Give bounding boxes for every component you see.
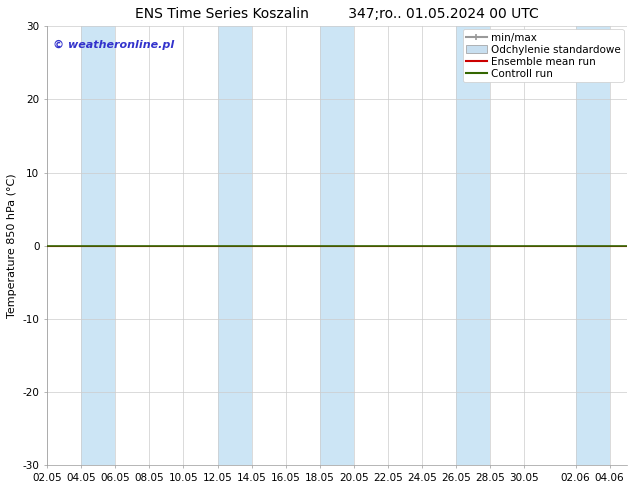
- Legend: min/max, Odchylenie standardowe, Ensemble mean run, Controll run: min/max, Odchylenie standardowe, Ensembl…: [463, 29, 624, 82]
- Text: © weatheronline.pl: © weatheronline.pl: [53, 40, 174, 49]
- Bar: [456, 26, 490, 465]
- Bar: [81, 26, 115, 465]
- Bar: [576, 26, 610, 465]
- Bar: [320, 26, 354, 465]
- Title: ENS Time Series Koszalin         347;ro.. 01.05.2024 00 UTC: ENS Time Series Koszalin 347;ro.. 01.05.…: [135, 7, 539, 21]
- Y-axis label: Temperature 850 hPa (°C): Temperature 850 hPa (°C): [7, 173, 17, 318]
- Bar: [217, 26, 252, 465]
